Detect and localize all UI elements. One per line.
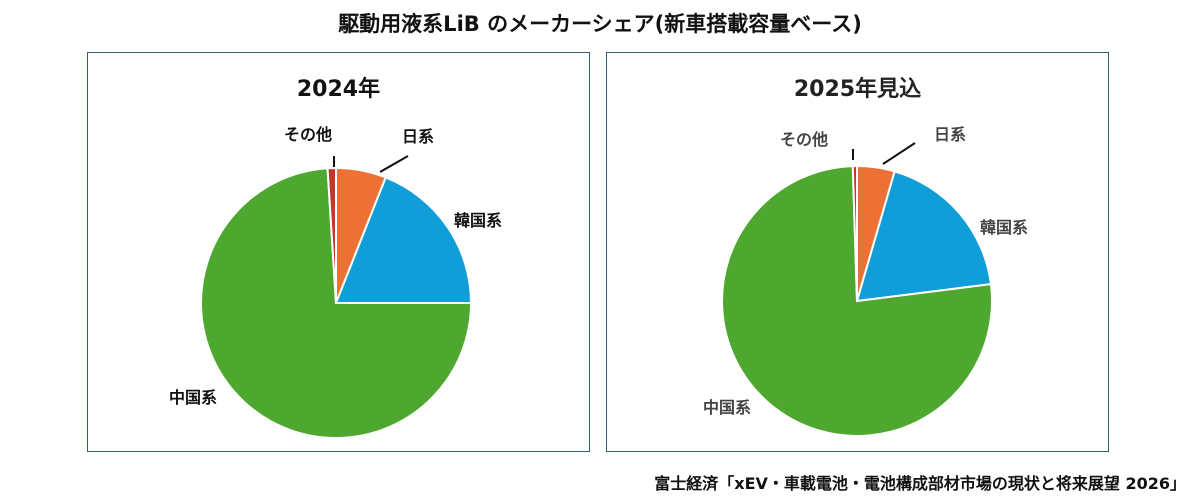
pie-slice-2024-1 xyxy=(334,176,473,304)
pie-slice-2024-2 xyxy=(200,167,473,440)
pie-label-2025-3: その他 xyxy=(780,130,828,149)
pie-title-2024: 2024年 xyxy=(296,77,381,102)
pie-label-2024-0: 日系 xyxy=(402,127,434,146)
pie-title-2025: 2025年見込 xyxy=(793,77,922,102)
pie-label-2024-2: 中国系 xyxy=(169,388,217,407)
pie-label-2024-3: その他 xyxy=(284,125,332,144)
leader-line-2024-0 xyxy=(379,155,409,173)
pie-chart-2025: 2025年見込 日系韓国系中国系 その他 xyxy=(606,52,1109,452)
pie-label-2025-0: 日系 xyxy=(934,125,966,144)
pie-chart-2024: 2024年 日系韓国系中国系 その他 xyxy=(87,52,590,452)
pie-slice-2025-1 xyxy=(855,170,993,303)
pie-label-2025-2: 中国系 xyxy=(703,398,751,417)
pie-slice-2025-3 xyxy=(851,164,858,302)
chart-main-title: 駆動用液系LiB のメーカーシェア(新車搭載容量ベース) xyxy=(338,12,862,36)
pie-slice-2024-3 xyxy=(326,166,337,304)
pie-slice-2025-2 xyxy=(721,165,993,438)
pie-label-2025-1: 韓国系 xyxy=(980,218,1028,237)
leader-line-2025-0 xyxy=(882,142,916,165)
source-citation: 富士経済「xEV・車載電池・電池構成部材市場の現状と将来展望 2026」 xyxy=(654,474,1186,493)
pie-label-2024-1: 韓国系 xyxy=(454,211,502,230)
